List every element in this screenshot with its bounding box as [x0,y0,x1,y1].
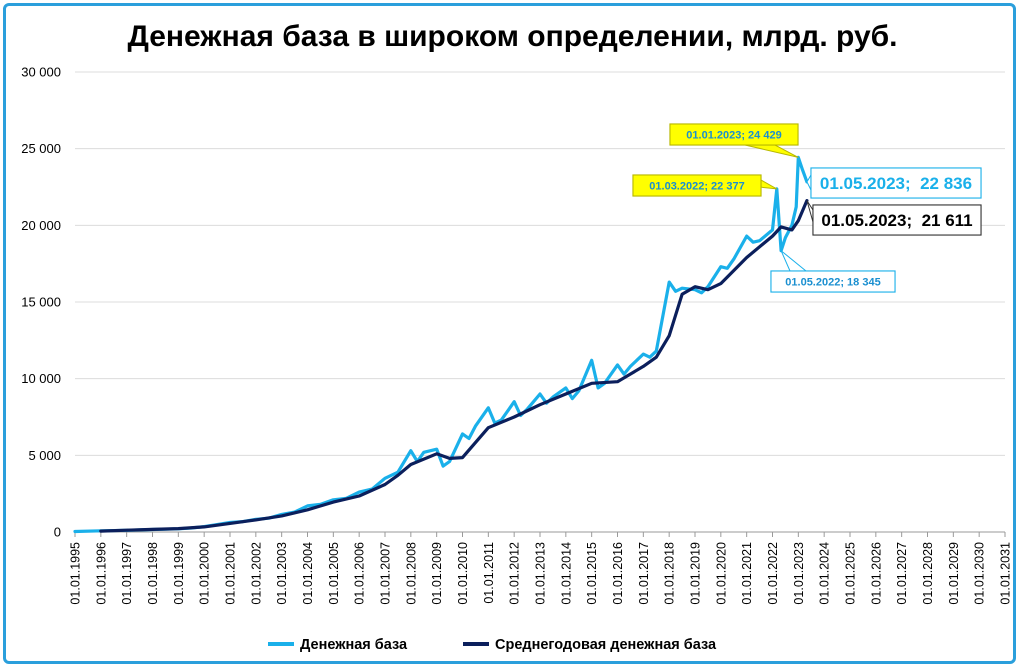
series-line-money-base [73,155,809,534]
x-tick-label: 01.01.2018 [663,542,677,605]
callout-pointer [806,173,812,191]
callout-2023-05-base: 01.05.2023; 22 836 [806,167,982,199]
callout-2022-03: 01.03.2022; 22 377 [632,174,778,197]
x-tick-label: 01.01.2006 [353,542,367,605]
callout-2023-05-average: 01.05.2023; 21 611 [806,200,982,236]
y-tick-label: 20 000 [21,218,61,233]
x-tick-label: 01.01.2021 [740,542,754,605]
y-tick-label: 25 000 [21,141,61,156]
x-tick-label: 01.01.2029 [947,542,961,605]
x-tick-label: 01.01.2030 [973,542,987,605]
x-tick-label: 01.01.2016 [611,542,625,605]
callout-text: 01.01.2023; 24 429 [686,130,781,142]
y-tick-label: 5 000 [28,448,61,463]
x-tick-label: 01.01.2000 [198,542,212,605]
x-tick-label: 01.01.2026 [869,542,883,605]
callout-fill [811,168,981,198]
x-tick-label: 01.01.2008 [404,542,418,605]
x-tick-label: 01.01.2028 [921,542,935,605]
x-tick-label: 01.01.2025 [844,542,858,605]
x-tick-label: 01.01.2024 [818,542,832,605]
y-tick-label: 0 [54,525,61,540]
x-tick-label: 01.01.1997 [120,542,134,605]
callout-fill [813,205,981,235]
callout-2022-05: 01.05.2022; 18 345 [770,250,896,293]
legend: Денежная база Среднегодовая денежная база [268,637,717,653]
y-tick-label: 10 000 [21,371,61,386]
chart-frame: Денежная база в широком определении, млр… [3,3,1016,664]
x-tick-label: 01.01.2009 [430,542,444,605]
x-tick-label: 01.01.2001 [224,542,238,605]
x-tick-label: 01.01.2027 [895,542,909,605]
legend-label: Среднегодовая денежная база [495,637,717,653]
x-tick-label: 01.01.2005 [327,542,341,605]
x-tick-label: 01.01.2020 [714,542,728,605]
series-layer [73,155,809,534]
x-tick-label: 01.01.2023 [792,542,806,605]
x-tick-label: 01.01.2007 [379,542,393,605]
y-axis: 0 5 000 10 000 15 000 20 000 25 000 30 000 [21,65,61,540]
x-tick-label: 01.01.1999 [172,542,186,605]
x-tick-label: 01.01.1998 [146,542,160,605]
x-tick-label: 01.01.2019 [689,542,703,605]
legend-label: Денежная база [300,637,408,653]
callout-fill [771,271,895,292]
x-tick-label: 01.01.2015 [585,542,599,605]
x-tick-label: 01.01.2013 [534,542,548,605]
callout-text: 01.03.2022; 22 377 [649,181,744,193]
x-tick-label: 01.01.2004 [301,542,315,605]
callout-pointer [780,250,808,272]
callout-text: 01.05.2023; 21 611 [821,211,972,230]
x-tick-label: 01.01.2012 [508,542,522,605]
x-tick-label: 01.01.2022 [766,542,780,605]
x-tick-label: 01.01.1995 [69,542,83,605]
annotations: 01.01.2023; 24 429 01.03.2022; 22 377 01.0… [632,123,982,293]
callout-text: 01.05.2023; 22 836 [820,174,972,193]
callout-pointer [806,200,814,223]
callout-text: 01.05.2022; 18 345 [785,277,880,289]
chart-title: Денежная база в широком определении, млр… [127,20,898,53]
x-tick-label: 01.01.2011 [482,542,496,604]
callout-2023-01: 01.01.2023; 24 429 [669,123,799,158]
y-tick-label: 30 000 [21,65,61,80]
callout-pointer [744,144,799,158]
x-tick-label: 01.01.2014 [559,542,573,605]
callout-fill [633,175,761,196]
x-tick-label: 01.01.2003 [275,542,289,605]
gridlines [75,71,1005,533]
x-tick-label: 01.01.1996 [94,542,108,605]
y-tick-label: 15 000 [21,295,61,310]
series-line-average-money-base [99,199,809,533]
x-tick-label: 01.01.2031 [999,542,1013,605]
x-tick-label: 01.01.2002 [249,542,263,605]
x-tick-label: 01.01.2010 [456,542,470,605]
x-axis: 01.01.1995 01.01.1996 01.01.1997 01.01.1998… [69,532,1013,605]
callout-fill [670,124,798,145]
x-tick-label: 01.01.2017 [637,542,651,605]
